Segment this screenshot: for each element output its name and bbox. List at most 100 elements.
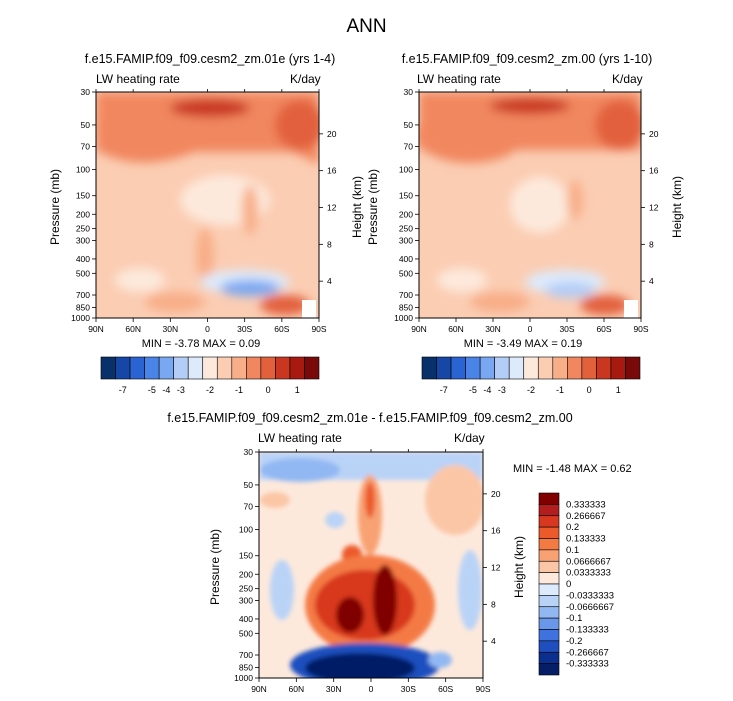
- panel-2-minmax: MIN = -3.49 MAX = 0.19: [463, 338, 583, 350]
- colorbar-label: -0.0666667: [566, 602, 614, 613]
- y-right-tick-label: 16: [327, 166, 337, 176]
- y-tick-label: 200: [76, 209, 90, 219]
- colorbar-box: [202, 356, 218, 380]
- colorbar-box: [289, 356, 305, 380]
- y-tick-label: 70: [81, 142, 91, 152]
- x-tick-label: 30S: [237, 324, 252, 334]
- colorbar-label: -2: [206, 385, 214, 395]
- y-tick-label: 30: [81, 87, 91, 97]
- y-tick-label: 150: [399, 191, 413, 201]
- x-tick-label: 90N: [88, 324, 104, 334]
- colorbar-box: [538, 515, 560, 528]
- panel-3-variable-label: LW heating rate: [258, 431, 342, 445]
- y-tick-label: 400: [76, 254, 90, 264]
- colorbar-box: [538, 560, 560, 573]
- colorbar-label: 1: [616, 385, 621, 395]
- colorbar-box: [537, 356, 554, 380]
- panel-2-variable-label: LW heating rate: [417, 72, 501, 86]
- colorbar-box: [625, 356, 641, 380]
- panel-1-unit-label: K/day: [290, 72, 321, 86]
- y-tick-label: 700: [76, 290, 90, 300]
- colorbar-box: [144, 356, 160, 380]
- panel-1-minmax: MIN = -3.78 MAX = 0.09: [141, 338, 261, 350]
- colorbar-label: -7: [119, 385, 127, 395]
- y-tick-label: 850: [399, 303, 413, 313]
- colorbar-label: 0.0333333: [566, 568, 611, 579]
- x-tick-label: 90N: [251, 684, 267, 694]
- colorbar-box: [538, 504, 560, 517]
- x-tick-label: 90S: [475, 684, 490, 694]
- colorbar-label: 0: [587, 385, 592, 395]
- colorbar-box: [523, 356, 539, 380]
- colorbar-box: [216, 356, 233, 380]
- y-right-tick-label: 4: [491, 636, 496, 646]
- colorbar-box: [567, 356, 583, 380]
- x-tick-label: 30N: [163, 324, 179, 334]
- x-tick-label: 60S: [438, 684, 453, 694]
- panel-3-minmax: MIN = -1.48 MAX = 0.62: [513, 463, 632, 475]
- colorbar-box: [538, 595, 560, 608]
- x-tick-label: 90S: [633, 324, 648, 334]
- colorbar-label: 0.266667: [566, 511, 606, 522]
- y-tick-label: 30: [244, 447, 254, 457]
- y-tick-label: 200: [239, 569, 253, 579]
- x-tick-label: 30N: [326, 684, 342, 694]
- colorbar-box: [436, 356, 452, 380]
- colorbar-label: 1: [295, 385, 300, 395]
- colorbar-label: -5: [469, 385, 477, 395]
- panel-2-title: f.e15.FAMIP.f09_f09.cesm2_zm.00 (yrs 1-1…: [401, 52, 653, 66]
- colorbar-box: [421, 356, 437, 380]
- colorbar-box: [246, 356, 262, 380]
- colorbar-label: 0: [266, 385, 271, 395]
- colorbar-label: 0.333333: [566, 499, 606, 510]
- y-right-tick-label: 20: [649, 129, 659, 139]
- colorbar-label: 0.1: [566, 545, 579, 556]
- colorbar-label: 0: [566, 579, 571, 590]
- colorbars-layer: -7 -5 -4 -3 -2 -1 0 1 -7 -5 -4 -3 -2 -1 0 1 0.3333330.26…: [100, 356, 641, 676]
- y-tick-label: 70: [404, 142, 414, 152]
- colorbar-box: [538, 663, 560, 676]
- colorbar-label: -0.0333333: [566, 590, 614, 601]
- colorbar-label: 0.133333: [566, 534, 606, 545]
- colorbar-label: -0.266667: [566, 647, 609, 658]
- y-tick-label: 500: [399, 268, 413, 278]
- colorbar-box: [508, 356, 525, 380]
- colorbar-box: [538, 549, 560, 562]
- colorbar-box: [538, 572, 560, 585]
- y-tick-label: 400: [239, 614, 253, 624]
- y-right-tick-label: 8: [491, 599, 496, 609]
- colorbar-box: [187, 356, 204, 380]
- y-tick-label: 100: [76, 165, 90, 175]
- colorbar-box: [173, 356, 189, 380]
- x-tick-label: 30N: [485, 324, 501, 334]
- panel-3-colorbar: 0.3333330.2666670.20.1333330.10.06666670…: [538, 492, 614, 676]
- y-right-tick-label: 12: [491, 563, 501, 573]
- panel-1-contour-field: [96, 92, 319, 318]
- y-tick-label: 50: [81, 120, 91, 130]
- colorbar-box: [231, 356, 247, 380]
- y-right-tick-label: 4: [327, 276, 332, 286]
- y-tick-label: 500: [76, 268, 90, 278]
- panel-2-contour-field: [419, 92, 641, 318]
- colorbar-label: -7: [440, 385, 448, 395]
- y-tick-label: 300: [399, 235, 413, 245]
- colorbar-box: [538, 617, 560, 630]
- y-tick-label: 1000: [234, 673, 253, 683]
- y-right-tick-label: 8: [327, 239, 332, 249]
- y-tick-label: 70: [244, 502, 254, 512]
- y-tick-label: 250: [76, 224, 90, 234]
- x-tick-label: 60S: [274, 324, 289, 334]
- x-tick-label: 30S: [401, 684, 416, 694]
- colorbar-box: [275, 356, 291, 380]
- colorbar-box: [538, 492, 560, 505]
- colorbar-label: -1: [235, 385, 243, 395]
- main-title: ANN: [346, 16, 387, 37]
- panel-1-colorbar: -7 -5 -4 -3 -2 -1 0 1: [100, 356, 320, 395]
- y-right-tick-label: 20: [327, 129, 337, 139]
- colorbar-box: [100, 356, 116, 380]
- y-right-tick-label: 4: [649, 276, 654, 286]
- colorbar-label: -3: [498, 385, 506, 395]
- y-tick-label: 500: [239, 628, 253, 638]
